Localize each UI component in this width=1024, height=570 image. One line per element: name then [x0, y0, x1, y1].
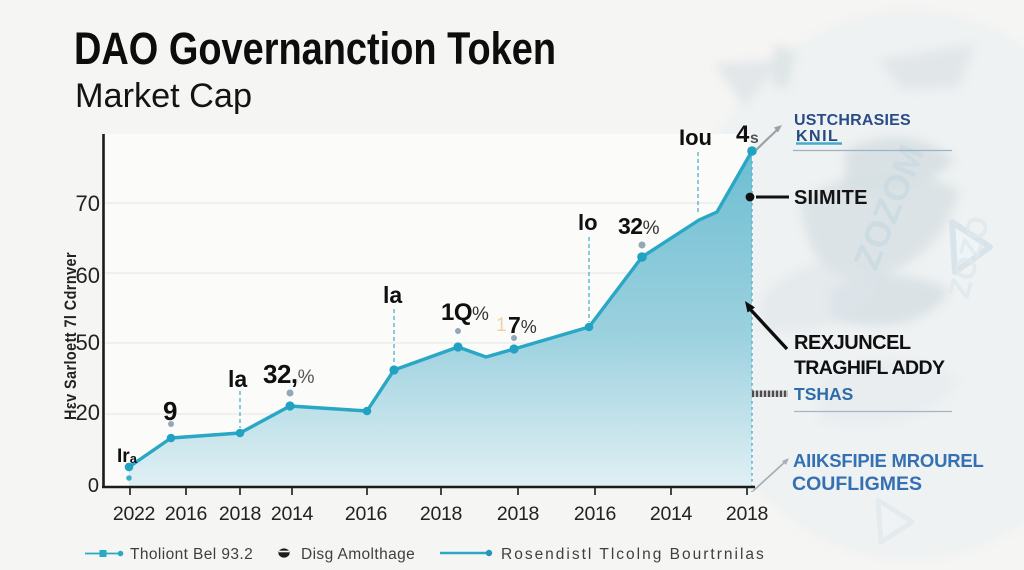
svg-text:AIIKSFIPIE MROUREL: AIIKSFIPIE MROUREL: [793, 450, 984, 471]
svg-text:32%: 32%: [618, 213, 660, 239]
svg-text:2014: 2014: [271, 503, 314, 525]
svg-text:la: la: [228, 366, 247, 392]
svg-text:lo: lo: [578, 210, 598, 235]
svg-text:9: 9: [163, 396, 177, 426]
svg-text:70: 70: [76, 191, 100, 216]
svg-text:Iou: Iou: [679, 125, 712, 150]
svg-text:Market Cap: Market Cap: [75, 77, 252, 115]
svg-text:2016: 2016: [165, 503, 207, 525]
svg-text:Ira: Ira: [117, 446, 138, 467]
svg-text:2022: 2022: [113, 503, 155, 525]
svg-text:7%: 7%: [508, 312, 537, 338]
svg-text:2016: 2016: [574, 503, 616, 525]
svg-text:DAO Governanction Token: DAO Governanction Token: [74, 23, 556, 74]
svg-text:2018: 2018: [420, 503, 462, 525]
svg-text:50: 50: [76, 330, 100, 355]
svg-text:TRAGHIFL ADDY: TRAGHIFL ADDY: [794, 357, 945, 379]
svg-text:SIIMITE: SIIMITE: [794, 187, 868, 209]
svg-text:2018: 2018: [726, 503, 768, 525]
svg-text:Rosendistl Tlcolng Bourtrnilas: Rosendistl Tlcolng Bourtrnilas: [501, 546, 766, 563]
svg-text:1: 1: [496, 315, 507, 336]
svg-text:USTCHRASIES: USTCHRASIES: [794, 112, 911, 129]
svg-text:Hεv Sarloett 7l Cdrnver: Hεv Sarloett 7l Cdrnver: [61, 252, 80, 420]
svg-text:2018: 2018: [219, 503, 261, 525]
svg-text:TSHAS: TSHAS: [794, 384, 853, 404]
svg-text:2018: 2018: [497, 503, 539, 525]
svg-text:60: 60: [76, 263, 100, 288]
svg-text:1Q%: 1Q%: [441, 299, 489, 326]
svg-text:20: 20: [76, 400, 100, 425]
svg-text:Disg Amolthage: Disg Amolthage: [301, 546, 415, 563]
svg-text:COUFLIGMES: COUFLIGMES: [792, 473, 922, 495]
svg-text:2016: 2016: [345, 503, 387, 525]
svg-text:0: 0: [88, 475, 99, 497]
svg-text:Tholiont Bel 93.2: Tholiont Bel 93.2: [130, 546, 253, 563]
svg-text:KNIL: KNIL: [796, 128, 839, 145]
svg-text:,: ,: [295, 368, 299, 384]
svg-text:REXJUNCEL: REXJUNCEL: [794, 332, 911, 354]
svg-text:la: la: [383, 282, 402, 308]
svg-text:2014: 2014: [650, 503, 693, 525]
